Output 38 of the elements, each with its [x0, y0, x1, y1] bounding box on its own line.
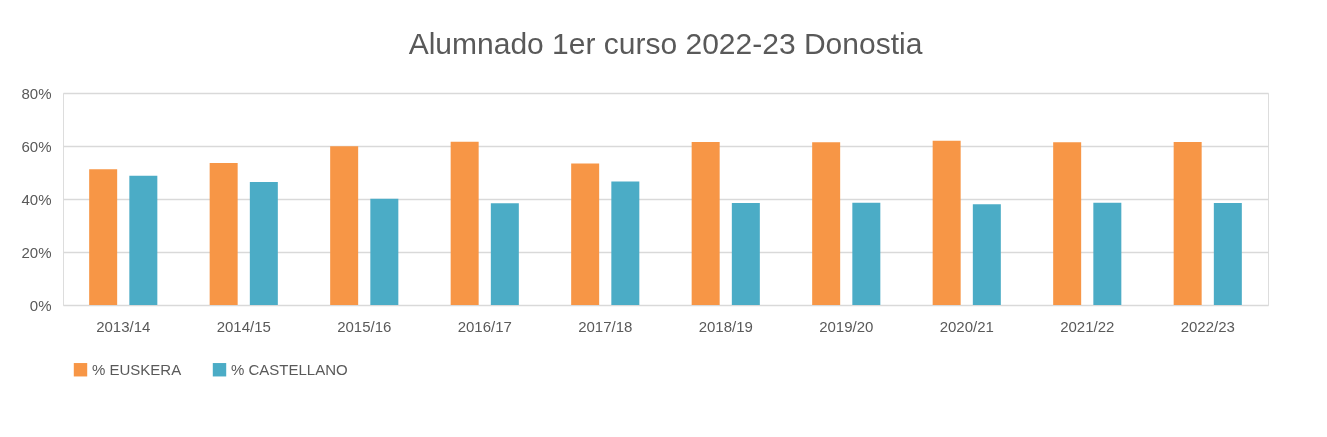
x-tick-label: 2020/21 [939, 317, 994, 335]
y-tick-label: 0% [29, 296, 52, 314]
legend-label: % EUSKERA [92, 360, 182, 378]
bar [1173, 142, 1202, 305]
bar [330, 146, 359, 305]
y-tick-label: 20% [21, 243, 52, 261]
bar [450, 141, 479, 305]
bar [611, 181, 640, 305]
x-tick-label: 2018/19 [698, 317, 753, 335]
y-tick-label: 40% [21, 190, 52, 208]
bar [691, 142, 720, 305]
x-tick-label: 2016/17 [457, 317, 512, 335]
bar [812, 142, 841, 305]
bar [1053, 142, 1082, 305]
y-tick-label: 80% [21, 84, 52, 102]
x-tick-label: 2021/22 [1060, 317, 1115, 335]
legend-label: % CASTELLANO [231, 360, 348, 378]
bar [370, 198, 399, 305]
y-tick-label: 60% [21, 137, 52, 155]
bar [731, 202, 760, 305]
bar [89, 169, 118, 305]
bar [972, 204, 1001, 305]
bar [129, 175, 158, 305]
bar [1213, 202, 1242, 305]
bar [571, 163, 600, 305]
x-tick-label: 2014/15 [216, 317, 271, 335]
x-tick-label: 2017/18 [578, 317, 633, 335]
x-tick-label: 2022/23 [1180, 317, 1235, 335]
bar [1093, 202, 1122, 305]
x-tick-label: 2019/20 [819, 317, 874, 335]
bar [209, 162, 238, 305]
bar [490, 203, 519, 305]
bar [852, 202, 881, 305]
bar [249, 182, 278, 305]
chart-title: Alumnado 1er curso 2022-23 Donostia [408, 27, 923, 60]
x-tick-label: 2015/16 [337, 317, 392, 335]
x-tick-label: 2013/14 [96, 317, 151, 335]
bar [932, 140, 961, 305]
